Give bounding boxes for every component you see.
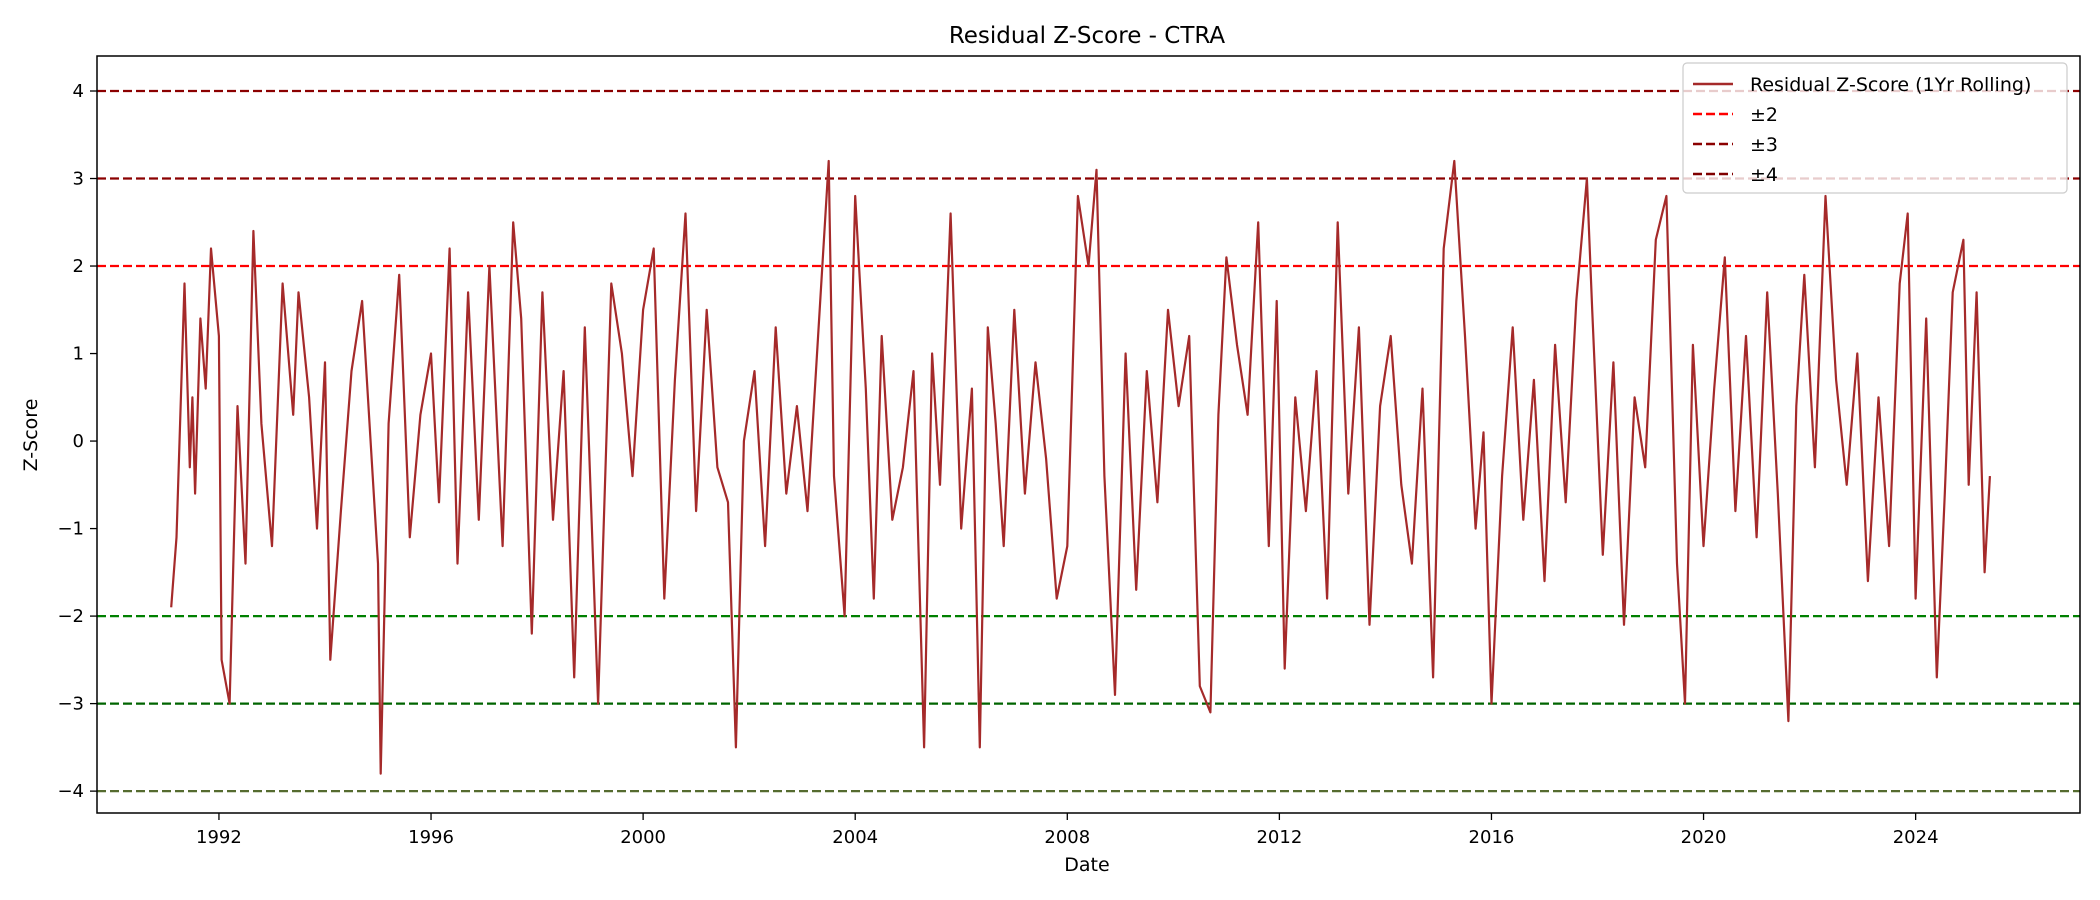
- x-axis-label: Date: [1064, 854, 1109, 876]
- axes-frame: [96, 55, 2081, 814]
- y-tick-label: 2: [73, 256, 84, 277]
- y-tick-label: 1: [73, 344, 84, 365]
- x-axis: 1992 1996 2000 2004 2008 2012 2016 2020 2024: [196, 813, 1939, 848]
- x-tick-label: 1996: [408, 827, 454, 848]
- y-axis-label: Z-Score: [20, 399, 42, 472]
- x-tick-label: 2016: [1469, 827, 1515, 848]
- y-tick-label: 3: [73, 169, 84, 190]
- y-axis: 4 3 2 1 0 −1 −2 −3 −4: [57, 81, 97, 802]
- legend-label: ±3: [1750, 134, 1778, 156]
- y-tick-label: −2: [57, 606, 84, 627]
- legend-label: Residual Z-Score (1Yr Rolling): [1750, 74, 2031, 96]
- series-line-residual-z-score: [170, 159, 1991, 775]
- y-tick-label: 0: [73, 431, 84, 452]
- legend-label: ±2: [1750, 104, 1778, 126]
- y-tick-label: −1: [57, 519, 84, 540]
- x-tick-label: 2012: [1256, 827, 1302, 848]
- legend-label: ±4: [1750, 164, 1778, 186]
- y-tick-label: −3: [57, 694, 84, 715]
- y-tick-label: 4: [73, 81, 84, 102]
- x-tick-label: 2008: [1044, 827, 1090, 848]
- series-group: [170, 159, 1991, 775]
- x-tick-label: 1992: [196, 827, 242, 848]
- y-tick-label: −4: [57, 781, 84, 802]
- x-tick-label: 2004: [832, 827, 878, 848]
- x-tick-label: 2024: [1893, 827, 1939, 848]
- x-tick-label: 2020: [1681, 827, 1727, 848]
- legend: Residual Z-Score (1Yr Rolling) ±2 ±3 ±4: [1682, 62, 2068, 194]
- x-tick-label: 2000: [620, 827, 666, 848]
- chart-title: Residual Z-Score - CTRA: [949, 23, 1226, 49]
- legend-box: [1682, 62, 2068, 194]
